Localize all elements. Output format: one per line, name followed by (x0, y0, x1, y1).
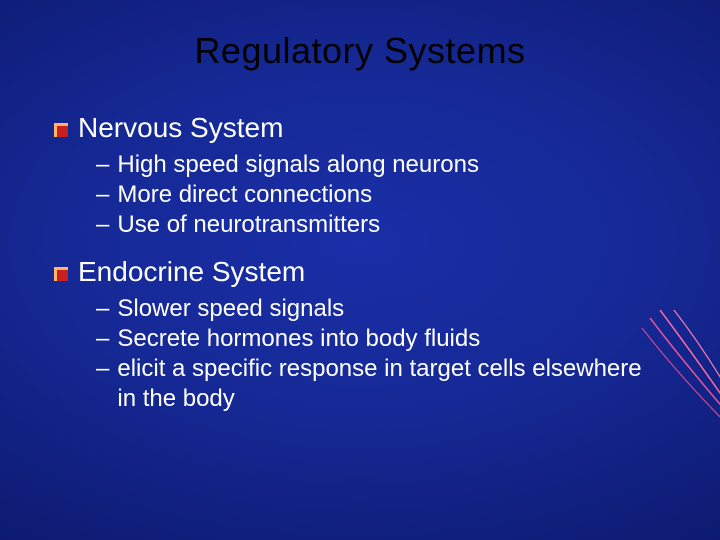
square-bullet-icon (54, 267, 68, 281)
dash-icon: – (96, 324, 109, 354)
sub-item: – More direct connections (96, 180, 666, 210)
dash-icon: – (96, 180, 109, 210)
sub-item: – elicit a specific response in target c… (96, 354, 666, 414)
sub-list-0: – High speed signals along neurons – Mor… (96, 150, 666, 240)
dash-icon: – (96, 210, 109, 240)
sub-item-text: More direct connections (117, 180, 666, 210)
sub-item-text: High speed signals along neurons (117, 150, 666, 180)
sub-item: – Use of neurotransmitters (96, 210, 666, 240)
sub-item: – High speed signals along neurons (96, 150, 666, 180)
section-heading-1: Endocrine System (54, 256, 666, 288)
section-heading-text: Nervous System (78, 112, 283, 144)
square-bullet-icon (54, 123, 68, 137)
dash-icon: – (96, 294, 109, 324)
sub-item: – Slower speed signals (96, 294, 666, 324)
dash-icon: – (96, 150, 109, 180)
sub-item-text: Secrete hormones into body fluids (117, 324, 666, 354)
section-heading-0: Nervous System (54, 112, 666, 144)
sub-list-1: – Slower speed signals – Secrete hormone… (96, 294, 666, 414)
slide: Regulatory Systems Nervous System – High… (0, 0, 720, 540)
slide-title: Regulatory Systems (54, 30, 666, 72)
sub-item-text: elicit a specific response in target cel… (117, 354, 666, 414)
sub-item-text: Slower speed signals (117, 294, 666, 324)
sub-item-text: Use of neurotransmitters (117, 210, 666, 240)
dash-icon: – (96, 354, 109, 414)
sub-item: – Secrete hormones into body fluids (96, 324, 666, 354)
section-heading-text: Endocrine System (78, 256, 305, 288)
